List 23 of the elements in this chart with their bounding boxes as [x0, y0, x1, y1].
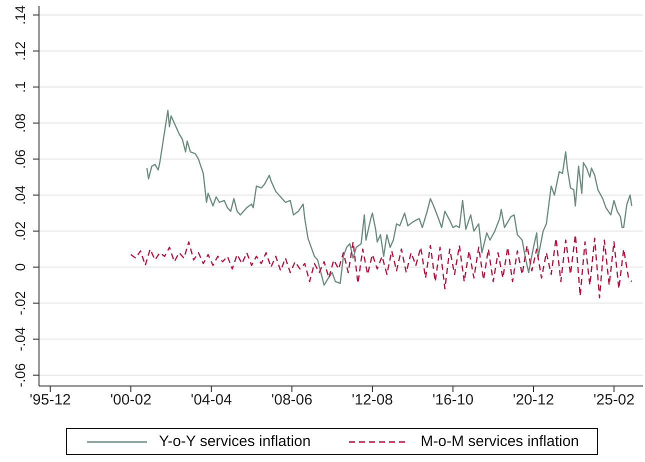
- y-tick-label: .02: [12, 221, 28, 241]
- line-series: [146, 110, 632, 286]
- y-tick-label: -.06: [12, 362, 28, 388]
- legend-label: M-o-M services inflation: [420, 433, 580, 450]
- y-tick-label: .14: [12, 5, 28, 25]
- y-tick-label: 0: [12, 263, 28, 272]
- x-tick-label: '12-08: [352, 392, 394, 409]
- x-tick-label: '08-06: [271, 392, 312, 409]
- y-tick-label: -.04: [12, 326, 28, 352]
- y-tick-label: .06: [12, 149, 28, 169]
- x-tick-label: '20-12: [512, 392, 554, 409]
- y-tick-label: .04: [12, 185, 28, 205]
- y-tick-label: -.02: [12, 290, 28, 316]
- legend-label: Y-o-Y services inflation: [158, 433, 311, 450]
- x-tick-label: '95-12: [30, 392, 71, 409]
- x-tick-label: '25-02: [593, 392, 635, 409]
- y-tick-label: .08: [12, 113, 28, 133]
- x-tick-label: '16-10: [432, 392, 474, 409]
- x-tick-label: '00-02: [110, 392, 152, 409]
- x-tick-label: '04-04: [190, 392, 232, 409]
- y-tick-label: .12: [12, 41, 28, 61]
- line-series: [130, 234, 632, 298]
- y-tick-label: .1: [12, 80, 28, 93]
